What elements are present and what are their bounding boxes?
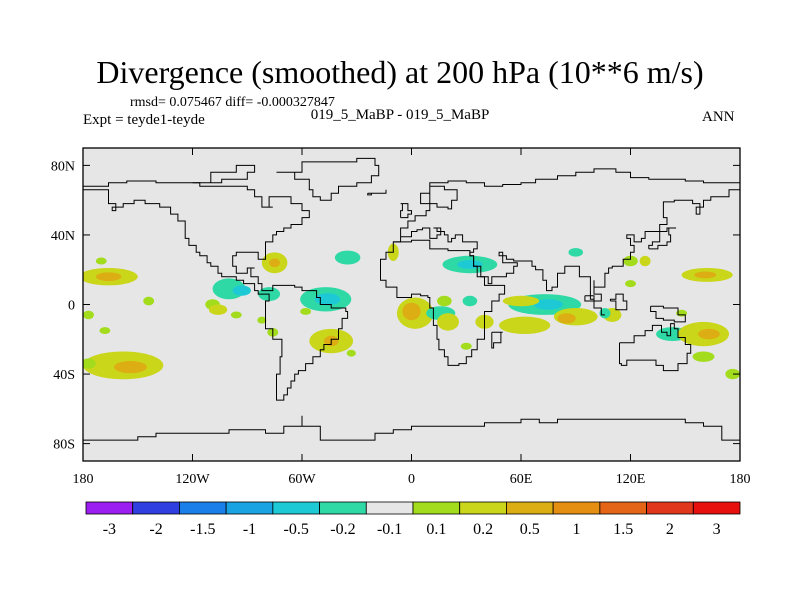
colorbar-swatch [132, 501, 180, 515]
colorbar-label: 2 [666, 521, 674, 538]
anomaly-blob [269, 258, 281, 268]
colorbar-swatch [85, 501, 134, 515]
anomaly-blob [334, 250, 361, 265]
colorbar-swatch [552, 501, 601, 515]
x-tick-label: 180 [730, 472, 751, 487]
x-tick-label: 0 [408, 472, 415, 487]
axis-layer: 180 120W 60W 0 60E 120E 180 80N 40N 0 40S 80S [51, 148, 751, 487]
anomaly-blob [499, 316, 551, 335]
colorbar-swatch [459, 501, 507, 515]
colorbar-swatch [365, 501, 414, 515]
colorbar-label: -0.2 [330, 521, 355, 538]
anomaly-blob [257, 316, 267, 324]
anomaly-blob [462, 295, 478, 307]
anomaly-blob [623, 255, 638, 267]
season-label: ANN [702, 109, 735, 125]
colorbar-label: 0.2 [473, 521, 493, 538]
x-tick-label: 60W [288, 472, 316, 487]
anomaly-blob [698, 328, 720, 340]
coastline [380, 239, 506, 366]
coastline [584, 295, 605, 316]
cases-label: 019_5_MaBP - 019_5_MaBP [310, 107, 490, 123]
experiment-label: Expt = teyde1-teyde [83, 112, 205, 128]
colorbar-swatch [225, 501, 274, 515]
coastline [367, 189, 387, 196]
anomaly-blob [457, 260, 483, 269]
anomaly-blob [557, 313, 576, 324]
stats-text: rmsd= 0.075467 diff= -0.000327847 [130, 95, 335, 110]
colorbar-label: -0.5 [284, 521, 309, 538]
coastline [491, 331, 503, 349]
coastline-layer [83, 157, 740, 441]
colorbar-swatch [319, 501, 367, 515]
y-tick-label: 40S [53, 368, 75, 383]
colorbar-label: -2 [149, 521, 162, 538]
coastline [619, 323, 692, 372]
colorbar-swatch [506, 501, 554, 515]
anomaly-blob [533, 299, 563, 310]
x-tick-label: 60E [510, 472, 533, 487]
anomaly-blob [725, 368, 740, 380]
colorbar-swatch [179, 501, 227, 515]
anomaly-blob [114, 361, 147, 374]
colorbar-swatch [412, 501, 461, 515]
anomaly-blob [83, 310, 94, 320]
coastline [400, 203, 412, 219]
x-tick-label: 120E [616, 472, 646, 487]
chart-title: Divergence (smoothed) at 200 hPa (10**6 … [96, 54, 704, 90]
coastline [650, 305, 686, 323]
anomaly-blob [208, 304, 228, 315]
colorbar-swatch [272, 501, 320, 515]
coastline [83, 180, 349, 401]
anomaly-blob [95, 257, 107, 265]
coastline [83, 415, 740, 441]
anomaly-blob [437, 313, 459, 331]
colorbar-label: -1 [243, 521, 256, 538]
anomaly-layer [83, 243, 740, 380]
anomaly-blob [460, 342, 472, 350]
coastline [276, 157, 380, 201]
x-tick-label: 120W [175, 472, 210, 487]
anomaly-blob [143, 296, 155, 306]
colorbar-swatch [646, 501, 694, 515]
anomaly-blob [232, 285, 251, 296]
y-tick-label: 40N [51, 229, 75, 244]
anomaly-blob [692, 351, 715, 362]
anomaly-blob [402, 302, 421, 321]
anomaly-blob [314, 293, 341, 306]
coastline [609, 293, 628, 311]
colorbar-swatch [692, 501, 741, 515]
colorbar-label: 0.5 [520, 521, 540, 538]
anomaly-blob [95, 272, 122, 282]
anomaly-blob [639, 255, 651, 267]
anomaly-blob [625, 280, 636, 288]
anomaly-blob [230, 311, 242, 319]
colorbar-label: 1 [573, 521, 581, 538]
colorbar-label: 1.5 [613, 521, 633, 538]
colorbar-label: -0.1 [377, 521, 402, 538]
anomaly-blob [694, 271, 717, 279]
colorbar: -3 -2 -1.5 -1 -0.5 -0.2 -0.1 0.1 0.2 0.5 1 1.5 2 3 [85, 501, 741, 538]
colorbar-label: -1.5 [190, 521, 215, 538]
anomaly-blob [599, 307, 611, 319]
y-tick-label: 0 [68, 299, 75, 314]
anomaly-blob [99, 327, 111, 335]
colorbar-label: 0.1 [426, 521, 446, 538]
colorbar-label: -3 [103, 521, 116, 538]
y-tick-label: 80N [51, 159, 75, 174]
anomaly-blob [437, 295, 452, 307]
colorbar-swatch [599, 501, 647, 515]
coastline [192, 164, 256, 184]
coastline [393, 168, 740, 302]
x-tick-label: 180 [73, 472, 94, 487]
anomaly-blob [502, 295, 540, 307]
anomaly-blob [346, 349, 356, 357]
anomaly-blob [83, 358, 96, 369]
anomaly-blob [568, 247, 584, 257]
coastline [648, 227, 677, 250]
colorbar-label: 3 [713, 521, 721, 538]
anomaly-blob [300, 307, 312, 315]
y-tick-label: 80S [53, 438, 75, 453]
